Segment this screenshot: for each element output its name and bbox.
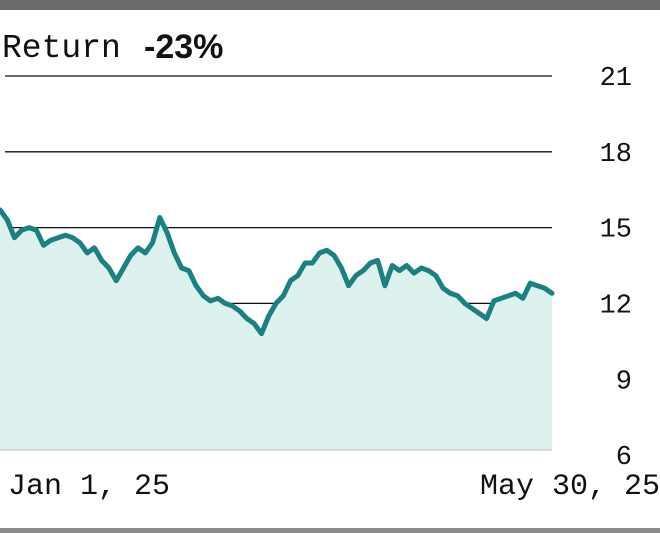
- y-tick-label-18: 18: [600, 140, 632, 170]
- y-tick-label-21: 21: [600, 64, 632, 94]
- return-line: [0, 207, 555, 337]
- y-tick-labels: 6 9 12 15 18 21: [600, 64, 632, 473]
- y-tick-label-9: 9: [616, 367, 632, 397]
- return-value: -23%: [144, 28, 224, 66]
- y-tick-label-15: 15: [600, 216, 632, 246]
- y-tick-label-12: 12: [600, 292, 632, 322]
- x-tick-label-start: Jan 1, 25: [8, 470, 171, 504]
- y-tick-label-6: 6: [616, 443, 632, 473]
- bottom-border: [0, 528, 660, 533]
- top-border: [0, 0, 660, 10]
- return-area-fill: [0, 209, 552, 450]
- x-tick-label-end: May 30, 25: [479, 470, 660, 504]
- title-label: Return: [2, 30, 121, 67]
